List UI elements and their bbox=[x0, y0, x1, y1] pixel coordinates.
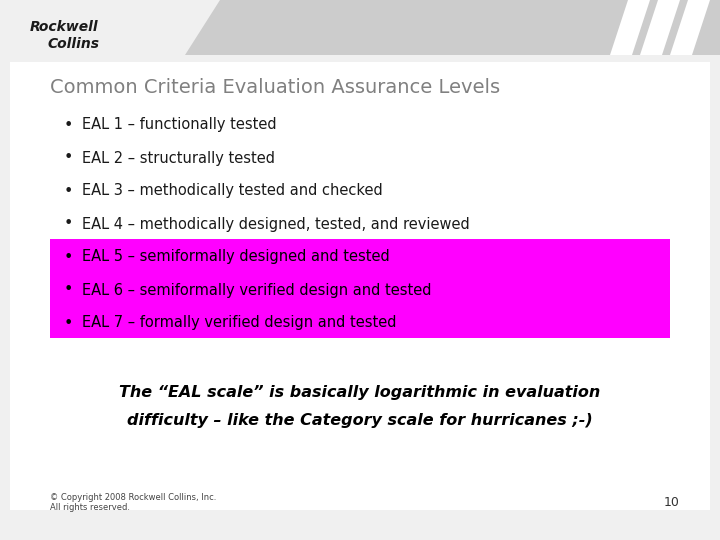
Text: Common Criteria Evaluation Assurance Levels: Common Criteria Evaluation Assurance Lev… bbox=[50, 78, 500, 97]
Polygon shape bbox=[185, 0, 720, 55]
Text: Rockwell: Rockwell bbox=[30, 20, 99, 34]
Polygon shape bbox=[670, 0, 710, 55]
Text: Collins: Collins bbox=[48, 37, 100, 51]
Text: EAL 3 – methodically tested and checked: EAL 3 – methodically tested and checked bbox=[82, 184, 383, 199]
Text: EAL 1 – functionally tested: EAL 1 – functionally tested bbox=[82, 118, 276, 132]
Text: 10: 10 bbox=[664, 496, 680, 510]
Polygon shape bbox=[640, 0, 680, 55]
Text: •: • bbox=[63, 217, 73, 232]
Text: •: • bbox=[63, 118, 73, 132]
Text: EAL 7 – formally verified design and tested: EAL 7 – formally verified design and tes… bbox=[82, 315, 397, 330]
Text: The “EAL scale” is basically logarithmic in evaluation: The “EAL scale” is basically logarithmic… bbox=[120, 384, 600, 400]
Text: EAL 2 – structurally tested: EAL 2 – structurally tested bbox=[82, 151, 275, 165]
Text: EAL 6 – semiformally verified design and tested: EAL 6 – semiformally verified design and… bbox=[82, 282, 431, 298]
Text: •: • bbox=[63, 184, 73, 199]
FancyBboxPatch shape bbox=[50, 239, 670, 338]
Text: EAL 5 – semiformally designed and tested: EAL 5 – semiformally designed and tested bbox=[82, 249, 390, 265]
Text: •: • bbox=[63, 151, 73, 165]
FancyBboxPatch shape bbox=[10, 62, 710, 510]
Text: •: • bbox=[63, 282, 73, 298]
Text: difficulty – like the Category scale for hurricanes ;-): difficulty – like the Category scale for… bbox=[127, 413, 593, 428]
Text: All rights reserved.: All rights reserved. bbox=[50, 503, 130, 512]
Text: EAL 4 – methodically designed, tested, and reviewed: EAL 4 – methodically designed, tested, a… bbox=[82, 217, 469, 232]
Polygon shape bbox=[610, 0, 650, 55]
Text: •: • bbox=[63, 315, 73, 330]
Text: © Copyright 2008 Rockwell Collins, Inc.: © Copyright 2008 Rockwell Collins, Inc. bbox=[50, 494, 217, 503]
Text: •: • bbox=[63, 249, 73, 265]
